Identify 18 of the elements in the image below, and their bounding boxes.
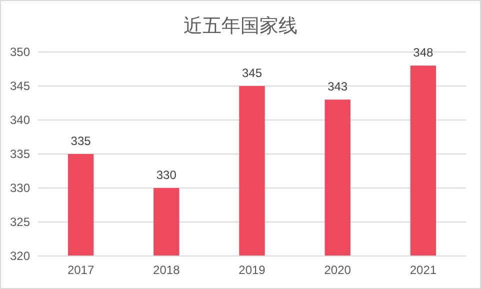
y-tick-label: 350 bbox=[10, 45, 30, 59]
y-tick-label: 340 bbox=[10, 113, 30, 127]
data-label: 335 bbox=[70, 134, 92, 148]
data-label: 345 bbox=[242, 66, 262, 80]
data-label: 348 bbox=[413, 46, 434, 60]
y-tick-label: 330 bbox=[10, 181, 30, 195]
x-tick-label: 2018 bbox=[153, 263, 180, 277]
y-tick-label: 345 bbox=[10, 79, 30, 93]
x-tick-label: 2019 bbox=[238, 263, 266, 277]
x-tick-label: 2017 bbox=[67, 263, 94, 277]
y-tick-label: 325 bbox=[10, 215, 30, 229]
data-label: 343 bbox=[328, 80, 348, 94]
x-tick-label: 2020 bbox=[324, 263, 352, 277]
chart-title: 近五年国家线 bbox=[184, 15, 298, 37]
y-tick-label: 320 bbox=[10, 249, 30, 263]
y-tick-label: 335 bbox=[10, 147, 30, 161]
x-tick-label: 2021 bbox=[410, 263, 437, 277]
data-label: 330 bbox=[156, 168, 177, 182]
